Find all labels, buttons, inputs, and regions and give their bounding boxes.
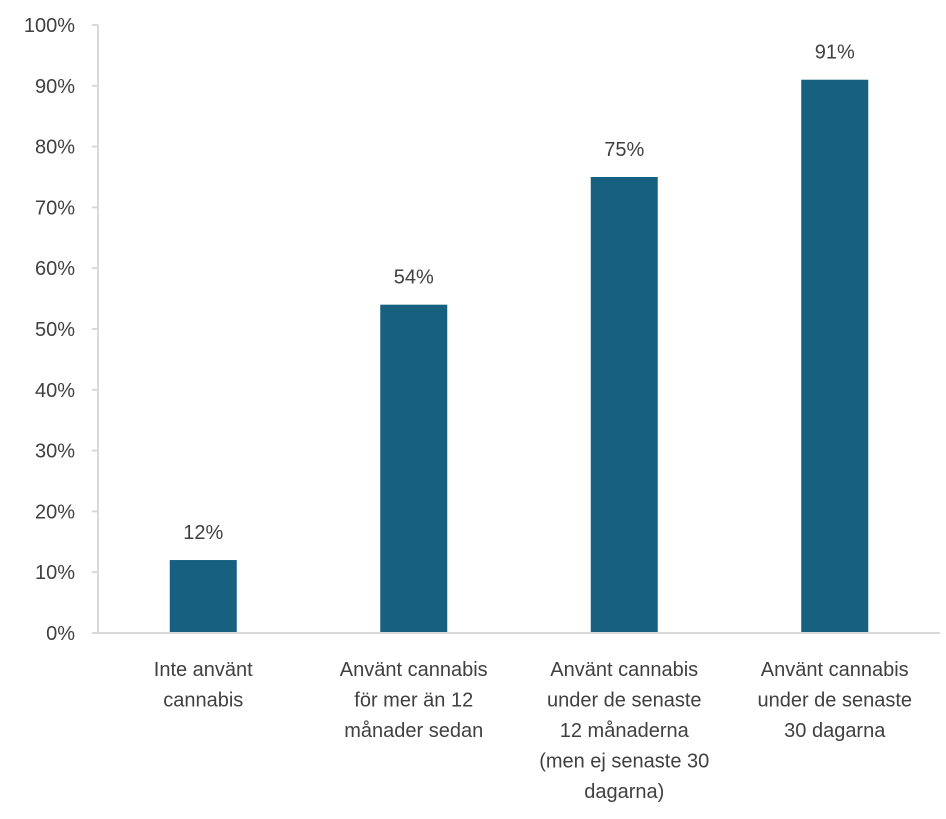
category-label-line: Använt cannabis [340,659,488,681]
category-label-line: (men ej senaste 30 [539,751,709,773]
bar [169,560,237,633]
y-tick-label: 100% [24,15,75,37]
category-label: Använt cannabis under de senaste 12 månade… [539,659,709,803]
category-label-line: Använt cannabis [761,659,909,681]
y-tick-label: 0% [46,623,75,645]
y-tick-label: 30% [35,441,75,463]
category-label-line: 12 månaderna [560,720,690,742]
y-tick-label: 70% [35,197,75,219]
y-axis: 0% 10% 20% 30% 40% 50% 60% 70% 80% 90% 100% [24,15,99,645]
category-label-line: dagarna) [584,781,664,803]
bar [801,79,869,634]
y-tick-label: 80% [35,137,75,159]
y-tick-label: 40% [35,380,75,402]
category-label: Inte använt cannabis [154,659,253,712]
data-label: 91% [815,42,855,64]
category-label-line: Använt cannabis [550,659,698,681]
x-axis: Inte använt cannabis Använt cannabis för me… [98,632,940,803]
data-label: 12% [183,522,223,544]
data-label: 75% [604,139,644,161]
category-label: Använt cannabis under de senaste 30 dagarn… [757,659,912,742]
category-label-line: för mer än 12 [354,690,473,712]
category-label: Använt cannabis för mer än 12 månader seda… [340,659,488,742]
bar [590,177,658,633]
y-tick-label: 90% [35,76,75,98]
y-tick-label: 50% [35,319,75,341]
data-labels: 12% 54% 75% 91% [183,42,855,544]
bars [169,79,869,634]
category-label-line: Inte använt [154,659,253,681]
data-label: 54% [394,267,434,289]
y-tick-label: 10% [35,562,75,584]
category-label-line: under de senaste [757,690,912,712]
category-label-line: 30 dagarna [784,720,886,742]
category-label-line: cannabis [163,690,243,712]
bar [380,304,448,633]
category-label-line: under de senaste [547,690,702,712]
category-label-line: månader sedan [344,720,483,742]
y-tick-label: 60% [35,258,75,280]
y-tick-label: 20% [35,501,75,523]
